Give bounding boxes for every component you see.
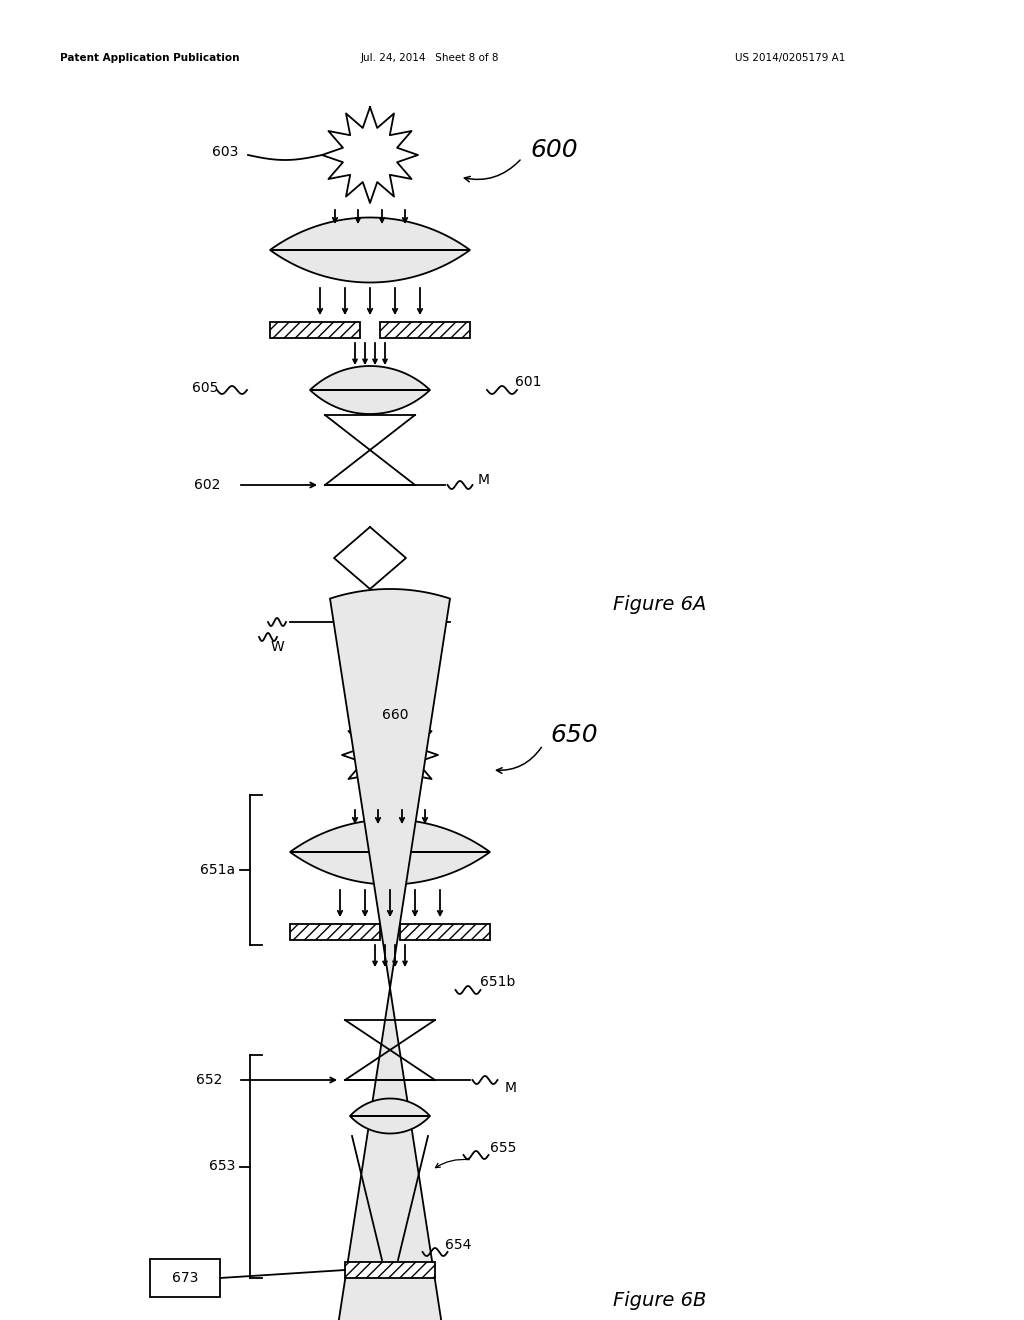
Polygon shape [310,366,430,414]
Text: 600: 600 [530,139,578,162]
Text: 651b: 651b [480,975,515,989]
FancyArrowPatch shape [497,747,542,774]
Text: 652: 652 [196,1073,222,1086]
FancyArrowPatch shape [464,160,520,182]
Text: 605: 605 [191,381,218,395]
Bar [400,924,490,940]
Bar [345,1262,435,1278]
Text: 673: 673 [172,1271,199,1284]
Text: M: M [478,473,490,487]
Polygon shape [290,820,490,884]
Bar [150,1259,220,1298]
Text: 653: 653 [209,1159,234,1173]
Text: 651a: 651a [200,863,234,876]
Text: 603: 603 [212,145,238,158]
Text: Figure 6A: Figure 6A [613,595,707,615]
Text: 601: 601 [515,375,542,389]
Polygon shape [350,1098,430,1134]
Text: Figure 6B: Figure 6B [613,1291,707,1309]
Text: 654: 654 [445,1238,471,1251]
FancyArrowPatch shape [435,1159,469,1168]
Text: 655: 655 [490,1140,516,1155]
Bar [380,322,470,338]
Text: 660: 660 [382,708,409,722]
Text: 650: 650 [550,723,598,747]
Text: US 2014/0205179 A1: US 2014/0205179 A1 [735,53,845,63]
Polygon shape [270,218,470,282]
Bar [270,322,360,338]
Text: Jul. 24, 2014   Sheet 8 of 8: Jul. 24, 2014 Sheet 8 of 8 [360,53,500,63]
Bar [290,924,380,940]
Text: W: W [270,640,284,653]
Text: Patent Application Publication: Patent Application Publication [60,53,240,63]
Polygon shape [330,589,450,1320]
Text: M: M [505,1081,517,1096]
Text: 602: 602 [194,478,220,492]
